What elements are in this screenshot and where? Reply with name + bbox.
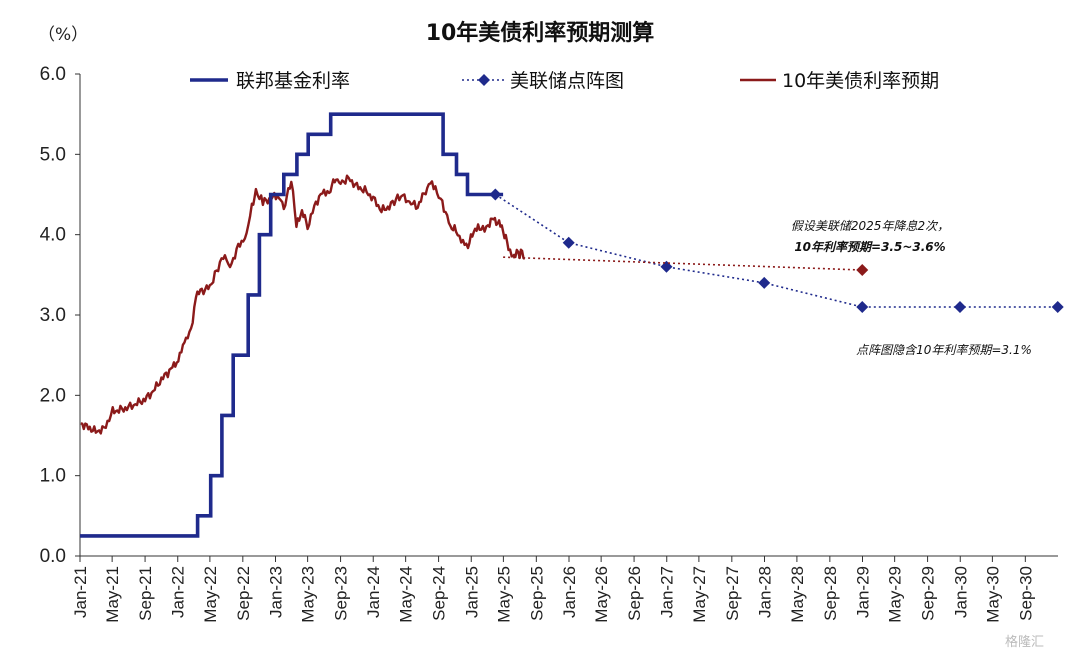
y-axis-unit: （%）	[38, 25, 88, 45]
y-tick-labels: 0.0 1.0 2.0 3.0 4.0 5.0 6.0	[40, 64, 66, 567]
x-tick-label: Sep-27	[723, 566, 742, 621]
dot-plot-marker	[758, 276, 771, 289]
series-dot-plot-line	[494, 193, 1058, 308]
x-tick-label: May-27	[690, 566, 709, 623]
legend-label-fed-funds: 联邦基金利率	[236, 70, 350, 92]
x-tick-label: Jan-26	[560, 566, 579, 618]
x-tick-label: Jan-30	[951, 566, 970, 618]
y-tick-label: 3.0	[40, 305, 66, 326]
x-tick-labels: Jan-21 May-21 Sep-21 Jan-22 May-22 Sep-22 Jan-…	[71, 566, 1035, 623]
x-tick-label: Sep-30	[1016, 566, 1035, 621]
x-tick-label: Sep-25	[527, 566, 546, 621]
y-tick-label: 5.0	[40, 144, 66, 165]
x-tick-label: May-26	[592, 566, 611, 623]
y-tick-label: 0.0	[40, 546, 66, 567]
x-tick-label: Jan-25	[462, 566, 481, 618]
annotation-rate-cut-line1: 假设美联储2025年降息2次，	[791, 219, 949, 233]
series-ust10-forecast-line	[503, 256, 863, 271]
x-tick-label: Jan-23	[267, 566, 286, 618]
x-tick-label: Sep-22	[234, 566, 253, 621]
x-tick-label: May-28	[788, 566, 807, 623]
x-tick-label: May-30	[983, 566, 1002, 623]
legend-label-dot-plot: 美联储点阵图	[510, 70, 624, 92]
y-tick-label: 6.0	[40, 64, 66, 85]
dot-plot-marker	[1051, 300, 1064, 313]
x-tick-label: Jan-22	[169, 566, 188, 618]
x-tick-label: May-29	[886, 566, 905, 623]
legend: 联邦基金利率 美联储点阵图 10年美债利率预期	[190, 70, 939, 92]
x-tick-label: Jan-21	[71, 566, 90, 618]
annotation-rate-cut-line2: 10年利率预期=3.5~3.6%	[794, 240, 945, 254]
x-tick-label: Sep-29	[919, 566, 938, 621]
legend-marker-dot-plot	[478, 74, 490, 86]
y-tick-label: 1.0	[40, 466, 66, 487]
annotations: 假设美联储2025年降息2次， 10年利率预期=3.5~3.6% 点阵图隐含10年利…	[791, 219, 1032, 357]
x-tick-label: May-24	[397, 566, 416, 623]
x-tick-label: Jan-28	[756, 566, 775, 618]
x-tick-label: Sep-26	[625, 566, 644, 621]
chart-title: 10年美债利率预期测算	[426, 20, 655, 46]
x-tick-label: May-25	[494, 566, 513, 623]
dot-plot-marker	[660, 260, 673, 273]
dot-plot-marker	[856, 300, 869, 313]
dot-plot-marker	[562, 236, 575, 249]
x-tick-label: Sep-28	[821, 566, 840, 621]
x-tick-label: May-21	[103, 566, 122, 623]
dot-plot-marker	[953, 300, 966, 313]
y-tick-label: 2.0	[40, 385, 66, 406]
x-tick-label: May-23	[299, 566, 318, 623]
axes	[75, 73, 1058, 562]
forecast-end-marker	[856, 264, 869, 277]
series-fed-funds-line	[80, 112, 504, 538]
plot-area	[80, 112, 1064, 538]
watermark: 格隆汇	[1005, 634, 1044, 650]
x-tick-label: Sep-24	[430, 566, 449, 621]
x-tick-label: Sep-23	[332, 566, 351, 621]
x-tick-label: May-22	[201, 566, 220, 623]
dot-plot-marker	[489, 188, 502, 201]
series-ust10-actual-line	[80, 174, 526, 435]
x-tick-label: Sep-21	[136, 566, 155, 621]
y-tick-label: 4.0	[40, 225, 66, 246]
annotation-dot-plot-implied: 点阵图隐含10年利率预期=3.1%	[856, 343, 1032, 357]
x-tick-label: Jan-29	[854, 566, 873, 618]
x-tick-label: Jan-24	[364, 566, 383, 618]
x-tick-label: Jan-27	[658, 566, 677, 618]
legend-label-ust10-forecast: 10年美债利率预期	[782, 70, 939, 92]
